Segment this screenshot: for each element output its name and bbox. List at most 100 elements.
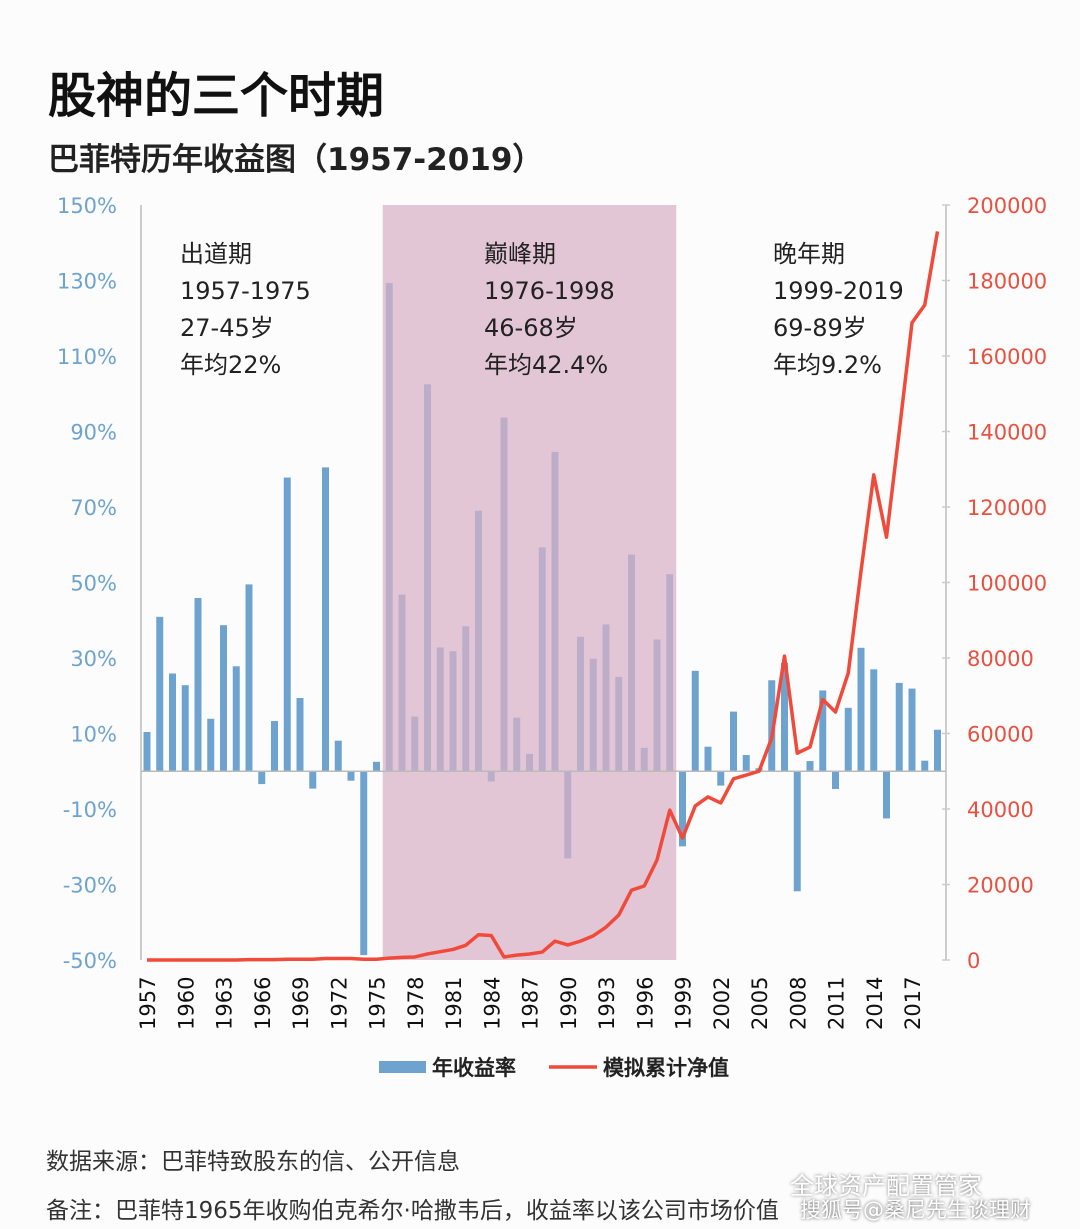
- bar-2001: [704, 746, 712, 772]
- right-tick-label: 40000: [967, 798, 1034, 822]
- period-annotation: 年均22%: [180, 351, 281, 379]
- right-tick-label: 20000: [967, 874, 1034, 898]
- data-source: 数据来源：巴菲特致股东的信、公开信息: [46, 1149, 460, 1175]
- x-tick-label: 1960: [174, 977, 198, 1030]
- right-tick-label: 140000: [967, 421, 1047, 445]
- bar-1958: [156, 616, 164, 772]
- period-annotation: 晚年期: [773, 240, 845, 268]
- bar-1961: [194, 597, 202, 772]
- period-annotation: 巅峰期: [484, 240, 556, 268]
- bar-2009: [806, 761, 814, 772]
- chart-subtitle: 巴菲特历年收益图（1957-2019）: [48, 142, 544, 178]
- period-annotation: 1999-2019: [773, 277, 904, 305]
- bar-1959: [169, 673, 176, 772]
- watermark: 全球资产配置管家: [790, 1172, 982, 1200]
- left-tick-label: 70%: [70, 496, 117, 520]
- bar-1960: [181, 685, 189, 772]
- legend-bar-swatch: [379, 1061, 426, 1073]
- x-tick-label: 2017: [901, 977, 925, 1030]
- x-tick-label: 1978: [404, 977, 428, 1030]
- x-tick-label: 1969: [289, 977, 313, 1030]
- right-tick-label: 160000: [967, 345, 1047, 369]
- left-tick-label: -30%: [63, 874, 117, 898]
- period-annotation: 出道期: [180, 240, 252, 268]
- x-tick-label: 1987: [519, 977, 543, 1030]
- bar-1970: [309, 771, 317, 789]
- left-tick-label: 110%: [57, 345, 117, 369]
- x-tick-label: 2014: [863, 977, 887, 1030]
- x-tick-label: 1999: [672, 977, 696, 1030]
- x-tick-label: 1990: [557, 977, 581, 1030]
- right-tick-label: 100000: [967, 572, 1047, 596]
- bar-2016: [895, 682, 903, 772]
- bar-2004: [742, 755, 750, 772]
- bar-2010: [819, 690, 827, 772]
- bar-2006: [768, 680, 776, 772]
- x-tick-label: 2005: [748, 977, 772, 1030]
- x-tick-label: 1963: [213, 977, 237, 1030]
- page-title: 股神的三个时期: [48, 68, 385, 124]
- bar-2003: [730, 711, 737, 772]
- bar-2013: [857, 647, 865, 772]
- x-tick-label: 1984: [480, 977, 504, 1030]
- bar-1975: [373, 761, 380, 772]
- right-tick-label: 0: [967, 949, 980, 973]
- bar-1957: [143, 731, 151, 772]
- right-tick-label: 60000: [967, 723, 1034, 747]
- bar-1969: [296, 698, 304, 772]
- footnote: 备注：巴菲特1965年收购伯克希尔·哈撒韦后，收益率以该公司市场价值: [46, 1198, 779, 1224]
- x-tick-label: 1972: [327, 977, 351, 1030]
- bar-1966: [258, 771, 266, 785]
- period-annotation: 27-45岁: [180, 314, 274, 342]
- nav-line: [147, 231, 940, 962]
- bar-1971: [322, 467, 329, 772]
- bar-1964: [232, 666, 240, 772]
- bar-1965: [245, 584, 253, 772]
- bar-1962: [207, 718, 215, 772]
- bar-2018: [921, 760, 929, 772]
- period-annotation: 年均42.4%: [484, 351, 608, 379]
- left-tick-label: 150%: [57, 194, 117, 218]
- right-tick-label: 120000: [967, 496, 1047, 520]
- bar-1972: [334, 740, 342, 772]
- x-tick-label: 2002: [710, 977, 734, 1030]
- x-tick-label: 1975: [366, 977, 390, 1030]
- period-annotation: 1957-1975: [180, 277, 311, 305]
- bar-1974: [360, 771, 368, 956]
- x-tick-label: 1996: [633, 977, 657, 1030]
- watermark: 搜狐号@桑尼先生谈理财: [800, 1198, 1031, 1222]
- x-tick-label: 1966: [251, 977, 275, 1030]
- bar-1973: [347, 771, 355, 781]
- bar-1967: [271, 721, 278, 772]
- bar-2017: [908, 688, 916, 772]
- bar-2015: [883, 771, 890, 819]
- x-tick-label: 2008: [786, 977, 810, 1030]
- legend-label: 模拟累计净值: [603, 1056, 729, 1080]
- period-annotation: 69-89岁: [773, 314, 867, 342]
- bar-2019: [934, 729, 941, 772]
- bar-2002: [717, 771, 725, 786]
- left-tick-label: 90%: [70, 421, 117, 445]
- period-annotation: 46-68岁: [484, 314, 578, 342]
- right-tick-label: 200000: [967, 194, 1047, 218]
- bar-1963: [220, 625, 227, 772]
- bar-1999: [679, 771, 686, 847]
- x-tick-label: 1957: [136, 977, 160, 1030]
- x-tick-label: 2011: [825, 977, 849, 1030]
- right-tick-label: 80000: [967, 647, 1034, 671]
- x-tick-label: 1993: [595, 977, 619, 1030]
- bar-2014: [870, 669, 878, 772]
- bar-2011: [832, 771, 839, 789]
- left-tick-label: 130%: [57, 270, 117, 294]
- period-annotation: 1976-1998: [484, 277, 615, 305]
- bar-2000: [691, 670, 699, 772]
- left-tick-label: 10%: [70, 723, 117, 747]
- right-tick-label: 180000: [967, 270, 1047, 294]
- bar-2007: [781, 662, 788, 772]
- bar-2012: [844, 707, 852, 772]
- left-tick-label: -50%: [63, 949, 117, 973]
- bar-2008: [793, 771, 801, 892]
- left-tick-label: 30%: [70, 647, 117, 671]
- bar-1968: [283, 477, 291, 772]
